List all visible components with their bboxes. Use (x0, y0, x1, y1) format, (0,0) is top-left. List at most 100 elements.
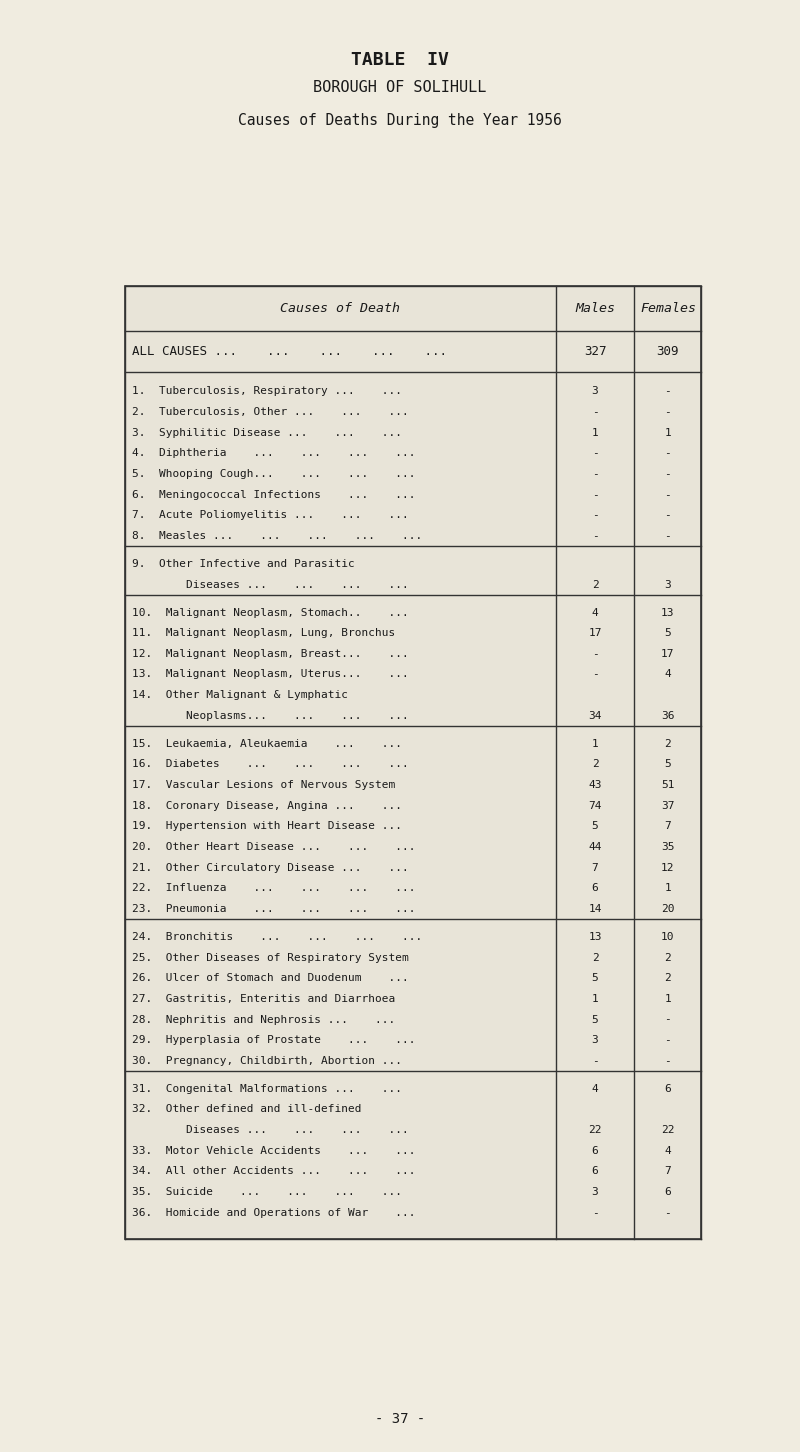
Text: 4: 4 (592, 1083, 598, 1093)
Text: 30.  Pregnancy, Childbirth, Abortion ...: 30. Pregnancy, Childbirth, Abortion ... (132, 1056, 402, 1066)
Text: 6: 6 (592, 1146, 598, 1156)
Text: 10.  Malignant Neoplasm, Stomach..    ...: 10. Malignant Neoplasm, Stomach.. ... (132, 607, 409, 617)
Text: 4: 4 (665, 1146, 671, 1156)
Text: -: - (592, 469, 598, 479)
Text: 33.  Motor Vehicle Accidents    ...    ...: 33. Motor Vehicle Accidents ... ... (132, 1146, 416, 1156)
Text: 23.  Pneumonia    ...    ...    ...    ...: 23. Pneumonia ... ... ... ... (132, 905, 416, 913)
Text: 22: 22 (588, 1125, 602, 1135)
Text: 18.  Coronary Disease, Angina ...    ...: 18. Coronary Disease, Angina ... ... (132, 800, 402, 810)
Text: 1: 1 (665, 428, 671, 437)
Text: 1: 1 (665, 995, 671, 1003)
Text: -: - (665, 449, 671, 459)
Text: 327: 327 (584, 346, 606, 359)
Text: 13: 13 (588, 932, 602, 942)
Text: Causes of Deaths During the Year 1956: Causes of Deaths During the Year 1956 (238, 113, 562, 128)
Bar (125, 286, 702, 1239)
Text: -: - (592, 531, 598, 542)
Text: 20.  Other Heart Disease ...    ...    ...: 20. Other Heart Disease ... ... ... (132, 842, 416, 852)
Text: 36: 36 (661, 711, 674, 720)
Text: 3: 3 (592, 1188, 598, 1196)
Text: 3: 3 (665, 579, 671, 590)
Text: 27.  Gastritis, Enteritis and Diarrhoea: 27. Gastritis, Enteritis and Diarrhoea (132, 995, 395, 1003)
Text: -: - (592, 449, 598, 459)
Text: 22.  Influenza    ...    ...    ...    ...: 22. Influenza ... ... ... ... (132, 883, 416, 893)
Text: 35.  Suicide    ...    ...    ...    ...: 35. Suicide ... ... ... ... (132, 1188, 402, 1196)
Text: -: - (665, 386, 671, 396)
Text: 10: 10 (661, 932, 674, 942)
Text: 4.  Diphtheria    ...    ...    ...    ...: 4. Diphtheria ... ... ... ... (132, 449, 416, 459)
Text: 44: 44 (588, 842, 602, 852)
Text: 17: 17 (661, 649, 674, 659)
Text: 5: 5 (665, 629, 671, 639)
Text: 13: 13 (661, 607, 674, 617)
Text: 16.  Diabetes    ...    ...    ...    ...: 16. Diabetes ... ... ... ... (132, 759, 409, 770)
Text: 43: 43 (588, 780, 602, 790)
Text: 24.  Bronchitis    ...    ...    ...    ...: 24. Bronchitis ... ... ... ... (132, 932, 422, 942)
Text: -: - (665, 469, 671, 479)
Text: 74: 74 (588, 800, 602, 810)
Text: Causes of Death: Causes of Death (280, 302, 400, 315)
Text: 2.  Tuberculosis, Other ...    ...    ...: 2. Tuberculosis, Other ... ... ... (132, 407, 409, 417)
Text: 1: 1 (592, 428, 598, 437)
Text: -: - (592, 669, 598, 680)
Text: -: - (592, 511, 598, 520)
Text: ALL CAUSES ...    ...    ...    ...    ...: ALL CAUSES ... ... ... ... ... (132, 346, 447, 359)
Text: 34.  All other Accidents ...    ...    ...: 34. All other Accidents ... ... ... (132, 1166, 416, 1176)
Text: 5: 5 (592, 973, 598, 983)
Text: - 37 -: - 37 - (375, 1411, 425, 1426)
Text: 5: 5 (592, 1015, 598, 1025)
Text: Females: Females (640, 302, 696, 315)
Text: 1: 1 (665, 883, 671, 893)
Text: 14: 14 (588, 905, 602, 913)
Text: 11.  Malignant Neoplasm, Lung, Bronchus: 11. Malignant Neoplasm, Lung, Bronchus (132, 629, 395, 639)
Text: -: - (592, 407, 598, 417)
Text: 5: 5 (665, 759, 671, 770)
Text: TABLE  IV: TABLE IV (351, 51, 449, 68)
Text: 2: 2 (665, 973, 671, 983)
Text: 7: 7 (665, 822, 671, 832)
Text: 17: 17 (588, 629, 602, 639)
Text: -: - (592, 649, 598, 659)
Text: 34: 34 (588, 711, 602, 720)
Text: -: - (592, 1056, 598, 1066)
Text: Males: Males (575, 302, 615, 315)
Text: 2: 2 (665, 739, 671, 749)
Text: 2: 2 (592, 759, 598, 770)
Text: Diseases ...    ...    ...    ...: Diseases ... ... ... ... (132, 579, 409, 590)
Text: 14.  Other Malignant & Lymphatic: 14. Other Malignant & Lymphatic (132, 690, 348, 700)
Text: 28.  Nephritis and Nephrosis ...    ...: 28. Nephritis and Nephrosis ... ... (132, 1015, 395, 1025)
Text: 35: 35 (661, 842, 674, 852)
Text: 6: 6 (665, 1188, 671, 1196)
Text: 1: 1 (592, 739, 598, 749)
Text: 6.  Meningococcal Infections    ...    ...: 6. Meningococcal Infections ... ... (132, 489, 416, 499)
Text: 4: 4 (592, 607, 598, 617)
Text: 12.  Malignant Neoplasm, Breast...    ...: 12. Malignant Neoplasm, Breast... ... (132, 649, 409, 659)
Text: 1: 1 (592, 995, 598, 1003)
Text: 4: 4 (665, 669, 671, 680)
Text: BOROUGH OF SOLIHULL: BOROUGH OF SOLIHULL (314, 80, 486, 94)
Text: 7.  Acute Poliomyelitis ...    ...    ...: 7. Acute Poliomyelitis ... ... ... (132, 511, 409, 520)
Text: 5.  Whooping Cough...    ...    ...    ...: 5. Whooping Cough... ... ... ... (132, 469, 416, 479)
Text: 3: 3 (592, 386, 598, 396)
Text: -: - (665, 1035, 671, 1045)
Text: 36.  Homicide and Operations of War    ...: 36. Homicide and Operations of War ... (132, 1208, 416, 1218)
Text: 51: 51 (661, 780, 674, 790)
Text: 7: 7 (665, 1166, 671, 1176)
Text: -: - (665, 1015, 671, 1025)
Text: 25.  Other Diseases of Respiratory System: 25. Other Diseases of Respiratory System (132, 953, 409, 963)
Text: 32.  Other defined and ill-defined: 32. Other defined and ill-defined (132, 1105, 362, 1115)
Text: 6: 6 (592, 883, 598, 893)
Text: 309: 309 (657, 346, 679, 359)
Text: -: - (592, 489, 598, 499)
Text: 2: 2 (665, 953, 671, 963)
Text: 6: 6 (592, 1166, 598, 1176)
Text: 2: 2 (592, 579, 598, 590)
Text: 12: 12 (661, 862, 674, 873)
Text: -: - (665, 511, 671, 520)
Text: -: - (665, 407, 671, 417)
Text: 19.  Hypertension with Heart Disease ...: 19. Hypertension with Heart Disease ... (132, 822, 402, 832)
Text: 26.  Ulcer of Stomach and Duodenum    ...: 26. Ulcer of Stomach and Duodenum ... (132, 973, 409, 983)
Text: 5: 5 (592, 822, 598, 832)
Text: 17.  Vascular Lesions of Nervous System: 17. Vascular Lesions of Nervous System (132, 780, 395, 790)
Text: 31.  Congenital Malformations ...    ...: 31. Congenital Malformations ... ... (132, 1083, 402, 1093)
